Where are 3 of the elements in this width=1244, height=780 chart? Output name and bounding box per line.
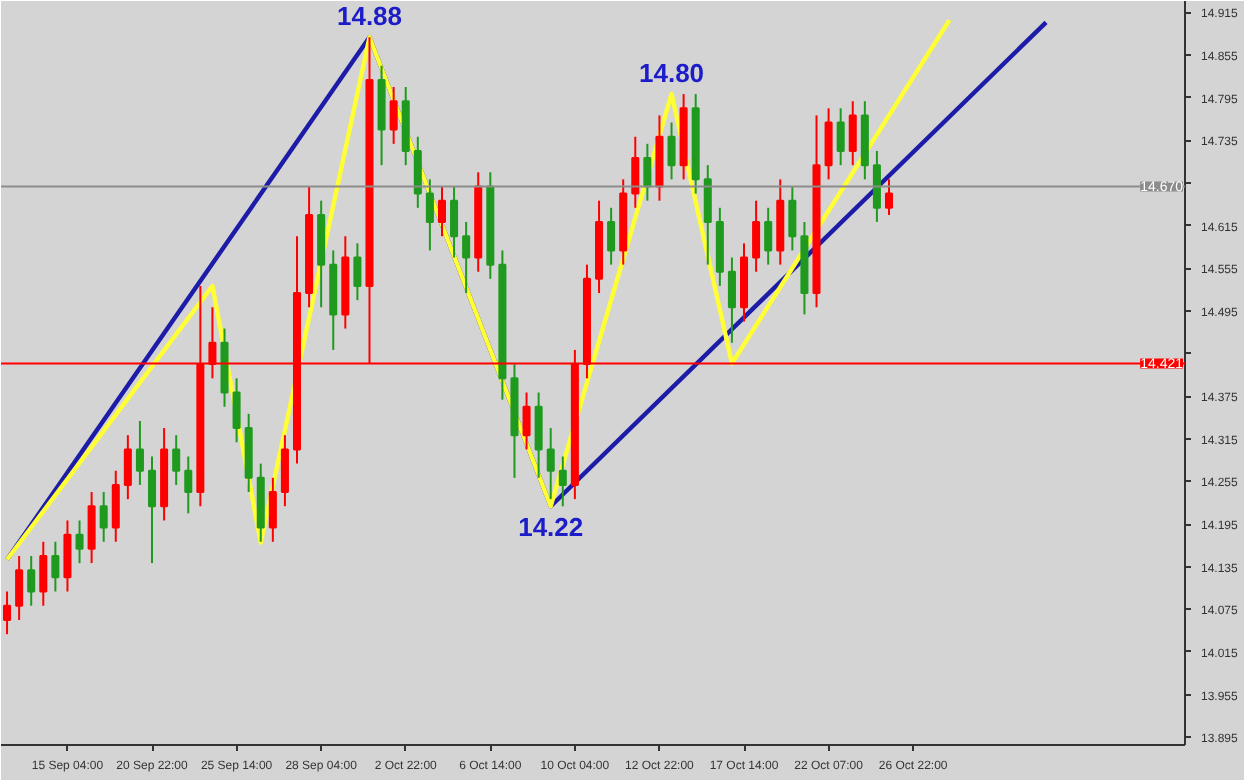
annotation: 14.22 xyxy=(518,512,584,543)
annotation: 14.88 xyxy=(336,1,403,32)
annotation: 14.80 xyxy=(639,58,705,89)
